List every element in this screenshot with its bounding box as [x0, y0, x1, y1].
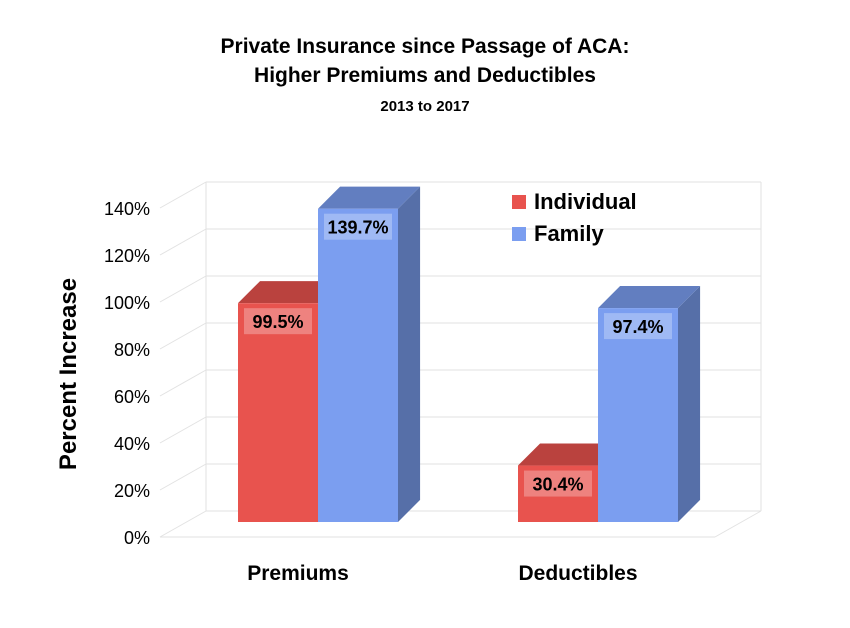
legend-swatch-family [512, 227, 526, 241]
y-axis-title: Percent Increase [55, 278, 82, 470]
data-label-box [324, 213, 392, 240]
y-tick-label: 0% [124, 528, 150, 548]
floor-right-edge [714, 510, 762, 538]
gridline-side [159, 322, 207, 350]
y-tick-label: 120% [104, 246, 150, 266]
y-tick-label: 100% [104, 293, 150, 313]
x-tick-label: Deductibles [518, 562, 637, 585]
data-label: 97.4% [612, 317, 663, 337]
gridline-side [159, 463, 207, 491]
legend-label-individual: Individual [534, 189, 637, 214]
bar-top-individual-premiums [238, 281, 341, 304]
data-label: 30.4% [532, 475, 583, 495]
bar-individual-deductibles [518, 465, 598, 522]
y-tick-label: 40% [114, 434, 150, 454]
bar-family-deductibles [598, 308, 678, 522]
y-tick-label: 140% [104, 199, 150, 219]
y-tick-label: 60% [114, 387, 150, 407]
data-label: 99.5% [252, 312, 303, 332]
y-tick-label: 20% [114, 481, 150, 501]
bar-side-family-deductibles [678, 286, 701, 522]
gridline-side [159, 369, 207, 397]
bar-side-family-premiums [398, 186, 421, 523]
data-label-box [604, 313, 672, 340]
data-label-box [244, 308, 312, 335]
gridline-side [159, 181, 207, 209]
x-tick-label: Premiums [247, 562, 349, 585]
bar-individual-premiums [238, 303, 318, 522]
data-label-box [524, 470, 592, 497]
y-tick-label: 80% [114, 340, 150, 360]
data-label: 139.7% [327, 218, 388, 238]
legend-swatch-individual [512, 195, 526, 209]
bar-top-family-premiums [318, 186, 421, 209]
gridline-side [159, 275, 207, 303]
chart-title-line-2: Higher Premiums and Deductibles [254, 64, 596, 87]
legend-label-family: Family [534, 221, 604, 246]
chart-subtitle: 2013 to 2017 [380, 98, 470, 115]
bar-top-family-deductibles [598, 286, 701, 309]
gridline-side [159, 416, 207, 444]
bar-top-individual-deductibles [518, 443, 621, 466]
gridline-side [159, 510, 207, 538]
chart-title-line-1: Private Insurance since Passage of ACA: [220, 35, 630, 58]
bar-family-premiums [318, 208, 398, 522]
gridline-side [159, 228, 207, 256]
